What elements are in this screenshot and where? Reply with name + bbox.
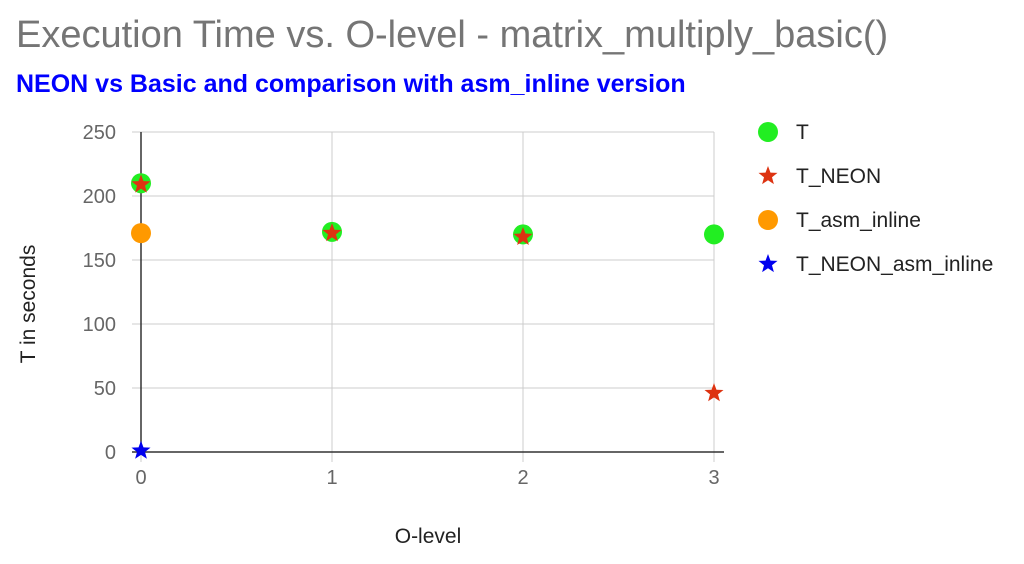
point-t-neon (131, 174, 151, 193)
y-tick-label: 200 (83, 186, 116, 208)
y-axis-title: T in seconds (17, 245, 40, 364)
point-t-neon-asm-inline (131, 440, 151, 459)
y-tick-label: 100 (83, 314, 116, 336)
y-tick-label: 50 (94, 378, 116, 400)
point-t-neon (322, 223, 342, 242)
x-tick-label: 3 (708, 467, 719, 489)
chart-title: Execution Time vs. O-level - matrix_mult… (16, 14, 889, 56)
legend-marker-t-asm-inline (758, 210, 778, 230)
point-t-neon (704, 383, 724, 402)
legend-label-t-asm-inline: T_asm_inline (796, 209, 921, 232)
x-tick-label: 0 (135, 467, 146, 489)
legend-label-t: T (796, 121, 809, 144)
point-t-asm-inline (131, 223, 151, 244)
x-tick-label: 1 (326, 467, 337, 489)
x-tick-label: 2 (517, 467, 528, 489)
legend-label-t-neon: T_NEON (796, 165, 881, 188)
y-tick-label: 0 (105, 442, 116, 464)
x-axis-title: O-level (395, 525, 462, 548)
legend-marker-t-neon (758, 166, 778, 185)
legend-marker-t (758, 122, 778, 142)
point-t-neon (513, 226, 533, 246)
y-tick-label: 250 (83, 122, 116, 144)
legend-marker-t-neon-asm-inline (758, 254, 778, 273)
chart-subtitle: NEON vs Basic and comparison with asm_in… (16, 70, 686, 98)
y-tick-label: 150 (83, 250, 116, 272)
point-t (704, 224, 724, 245)
legend-label-t-neon-asm-inline: T_NEON_asm_inline (796, 253, 993, 276)
